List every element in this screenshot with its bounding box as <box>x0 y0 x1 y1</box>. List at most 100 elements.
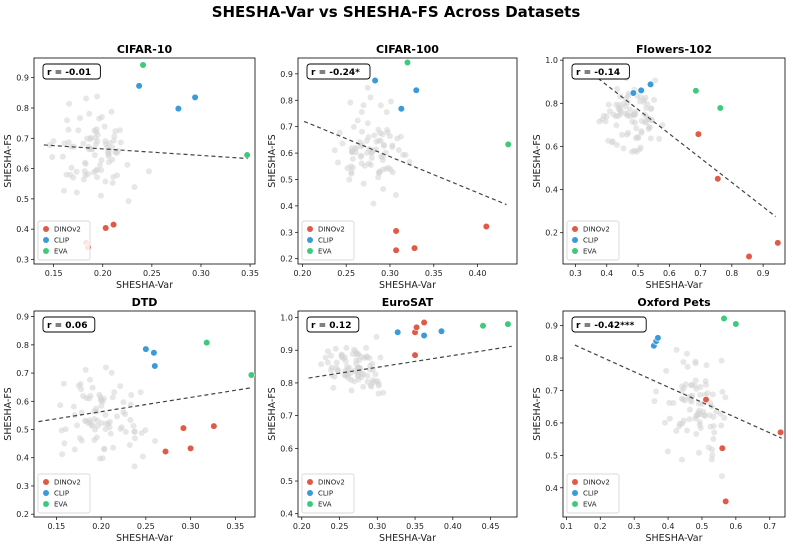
background-point <box>395 146 402 153</box>
background-point <box>370 200 377 207</box>
y-axis-label: SHESHA-FS <box>532 387 543 440</box>
y-tick-label: 0.5 <box>280 175 293 184</box>
legend-label-dinov2: DINOv2 <box>318 479 345 487</box>
x-tick-label: 0.35 <box>406 522 424 531</box>
point-dinov2 <box>392 246 400 254</box>
background-point <box>131 463 138 470</box>
legend-label-dinov2: DINOv2 <box>54 479 81 487</box>
background-point <box>617 93 624 100</box>
background-point <box>98 114 105 121</box>
y-tick-label: 0.2 <box>280 255 293 264</box>
x-tick-label: 0.2 <box>594 522 607 531</box>
legend-marker-eva <box>572 501 578 507</box>
background-point <box>82 418 89 425</box>
background-point <box>644 101 651 108</box>
point-eva <box>692 87 700 95</box>
background-point <box>392 192 399 199</box>
point-dinov2 <box>186 444 195 453</box>
background-point <box>80 176 87 183</box>
background-point <box>120 399 127 406</box>
background-point <box>363 344 370 351</box>
background-point <box>384 126 391 133</box>
background-point <box>377 102 384 109</box>
point-dinov2 <box>776 428 785 436</box>
point-dinov2 <box>410 244 419 252</box>
x-axis-label: SHESHA-Var <box>116 280 173 291</box>
background-point <box>695 400 702 407</box>
r-label-box <box>571 63 630 80</box>
background-point <box>614 86 621 93</box>
background-point <box>112 128 119 135</box>
x-axis-label: SHESHA-Var <box>646 280 703 291</box>
background-point <box>131 428 138 435</box>
point-dinov2 <box>210 422 218 430</box>
legend-label-eva: EVA <box>318 248 332 256</box>
background-point <box>322 354 329 361</box>
background-point <box>686 406 693 413</box>
r-label-box <box>42 316 96 333</box>
background-point <box>96 455 103 462</box>
background-point <box>118 424 125 431</box>
background-point <box>94 422 101 429</box>
point-eva <box>247 371 256 379</box>
y-tick-label: 0.9 <box>16 313 29 322</box>
background-point <box>101 123 108 130</box>
background-point <box>688 398 695 405</box>
y-tick-label: 0.4 <box>545 484 558 493</box>
background-point <box>124 161 131 168</box>
point-clip <box>394 328 402 336</box>
point-clip <box>174 104 182 113</box>
panel-title: Flowers-102 <box>636 43 712 56</box>
point-dinov2 <box>714 175 722 183</box>
x-tick-label: 0.20 <box>293 269 311 278</box>
background-point <box>359 142 366 149</box>
y-tick-label: 0.4 <box>16 225 29 234</box>
background-point <box>60 187 67 194</box>
x-axis-label: SHESHA-Var <box>116 533 173 544</box>
figure-title: SHESHA-Var vs SHESHA-FS Across Datasets <box>212 3 581 21</box>
background-point <box>318 361 325 368</box>
point-dinov2 <box>722 497 730 506</box>
background-point <box>71 446 78 453</box>
background-point <box>125 198 132 205</box>
background-point <box>653 388 660 395</box>
y-tick-label: 0.6 <box>280 149 293 158</box>
background-point <box>75 127 82 134</box>
legend-marker-clip <box>43 490 49 496</box>
background-point <box>376 168 383 175</box>
background-point <box>722 394 729 401</box>
background-point <box>358 353 365 360</box>
background-point <box>348 376 355 383</box>
background-point <box>343 344 350 351</box>
background-point <box>364 120 371 127</box>
background-point <box>381 142 388 149</box>
background-point <box>368 383 375 390</box>
point-dinov2 <box>412 323 421 331</box>
background-point <box>372 378 379 385</box>
legend-label-eva: EVA <box>54 501 68 509</box>
background-point <box>92 134 99 141</box>
x-tick-label: 0.7 <box>694 269 707 278</box>
background-point <box>719 388 726 395</box>
point-dinov2 <box>411 351 419 359</box>
legend-label-clip: CLIP <box>583 237 598 245</box>
background-point <box>349 155 356 162</box>
y-tick-label: 0.8 <box>16 341 29 350</box>
background-point <box>109 156 116 163</box>
background-point <box>637 144 644 151</box>
background-point <box>361 162 368 169</box>
background-point <box>116 127 123 134</box>
legend-label-dinov2: DINOv2 <box>583 479 610 487</box>
panel-title: Oxford Pets <box>637 296 711 309</box>
r-label: r = 0.12 <box>311 321 351 331</box>
background-point <box>664 448 671 455</box>
background-point <box>152 438 159 445</box>
y-tick-label: 0.3 <box>16 255 29 264</box>
background-point <box>97 192 104 199</box>
background-point <box>379 153 386 160</box>
background-point <box>624 131 631 138</box>
x-tick-label: 0.5 <box>696 522 709 531</box>
y-tick-label: 0.2 <box>545 229 558 238</box>
background-point <box>354 117 361 124</box>
y-axis-label: SHESHA-FS <box>532 134 543 187</box>
